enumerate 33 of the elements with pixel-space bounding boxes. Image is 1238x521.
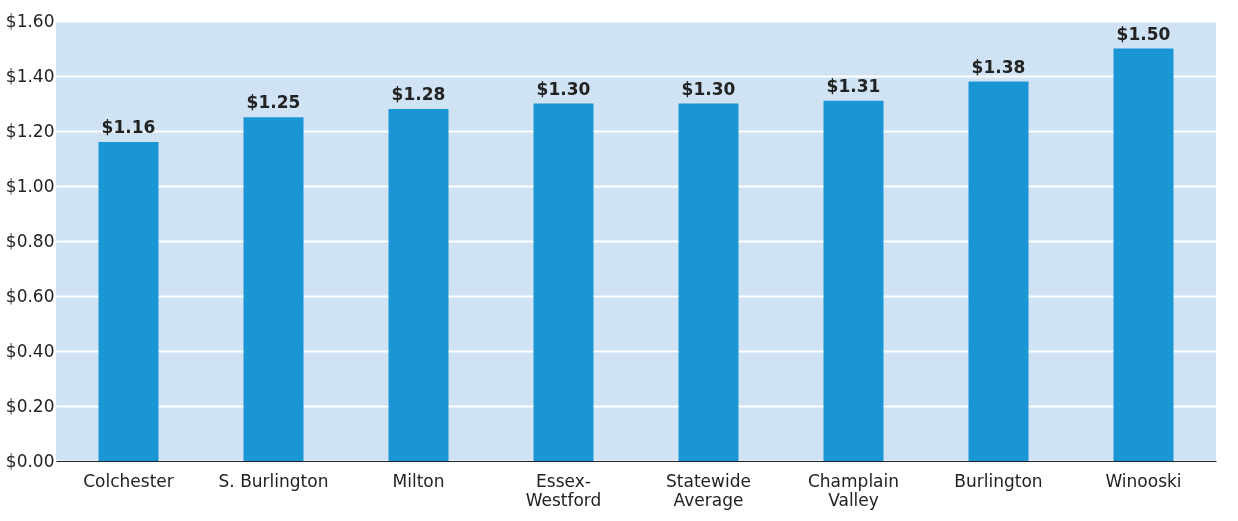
bar (823, 100, 884, 461)
y-tick-label: $0.00 (5, 450, 55, 471)
data-label: $1.50 (1116, 23, 1171, 44)
y-tick-label: $0.60 (5, 285, 55, 306)
x-tick-label: Colchester (83, 470, 174, 491)
x-tick-label: Winooski (1105, 470, 1182, 491)
x-tick-label: Statewide Average (666, 470, 751, 510)
data-label: $1.25 (246, 92, 301, 113)
bar (243, 117, 304, 461)
bar (533, 103, 594, 461)
x-tick-label: Burlington (954, 470, 1043, 491)
x-tick-label: Champlain Valley (807, 470, 900, 510)
bar (968, 81, 1029, 461)
bar (98, 142, 159, 461)
data-label: $1.16 (101, 117, 156, 137)
y-tick-label: $0.40 (5, 340, 55, 361)
data-label: $1.30 (681, 78, 736, 99)
data-label: $1.38 (971, 56, 1026, 77)
bar (388, 109, 449, 461)
y-tick-label: $0.80 (5, 230, 55, 251)
bar (1113, 48, 1174, 461)
y-tick-label: $1.00 (5, 175, 55, 196)
x-tick-label: Essex- Westford (525, 470, 602, 510)
y-tick-label: $1.40 (5, 65, 55, 86)
data-label: $1.28 (391, 84, 446, 104)
y-tick-label: $0.20 (5, 395, 55, 416)
x-tick-label: S. Burlington (218, 470, 329, 491)
bar (678, 103, 739, 461)
data-label: $1.31 (826, 75, 881, 96)
x-tick-label: Milton (392, 470, 445, 491)
y-tick-label: $1.20 (5, 120, 55, 141)
data-label: $1.30 (536, 78, 591, 99)
y-tick-label: $1.60 (5, 10, 55, 31)
